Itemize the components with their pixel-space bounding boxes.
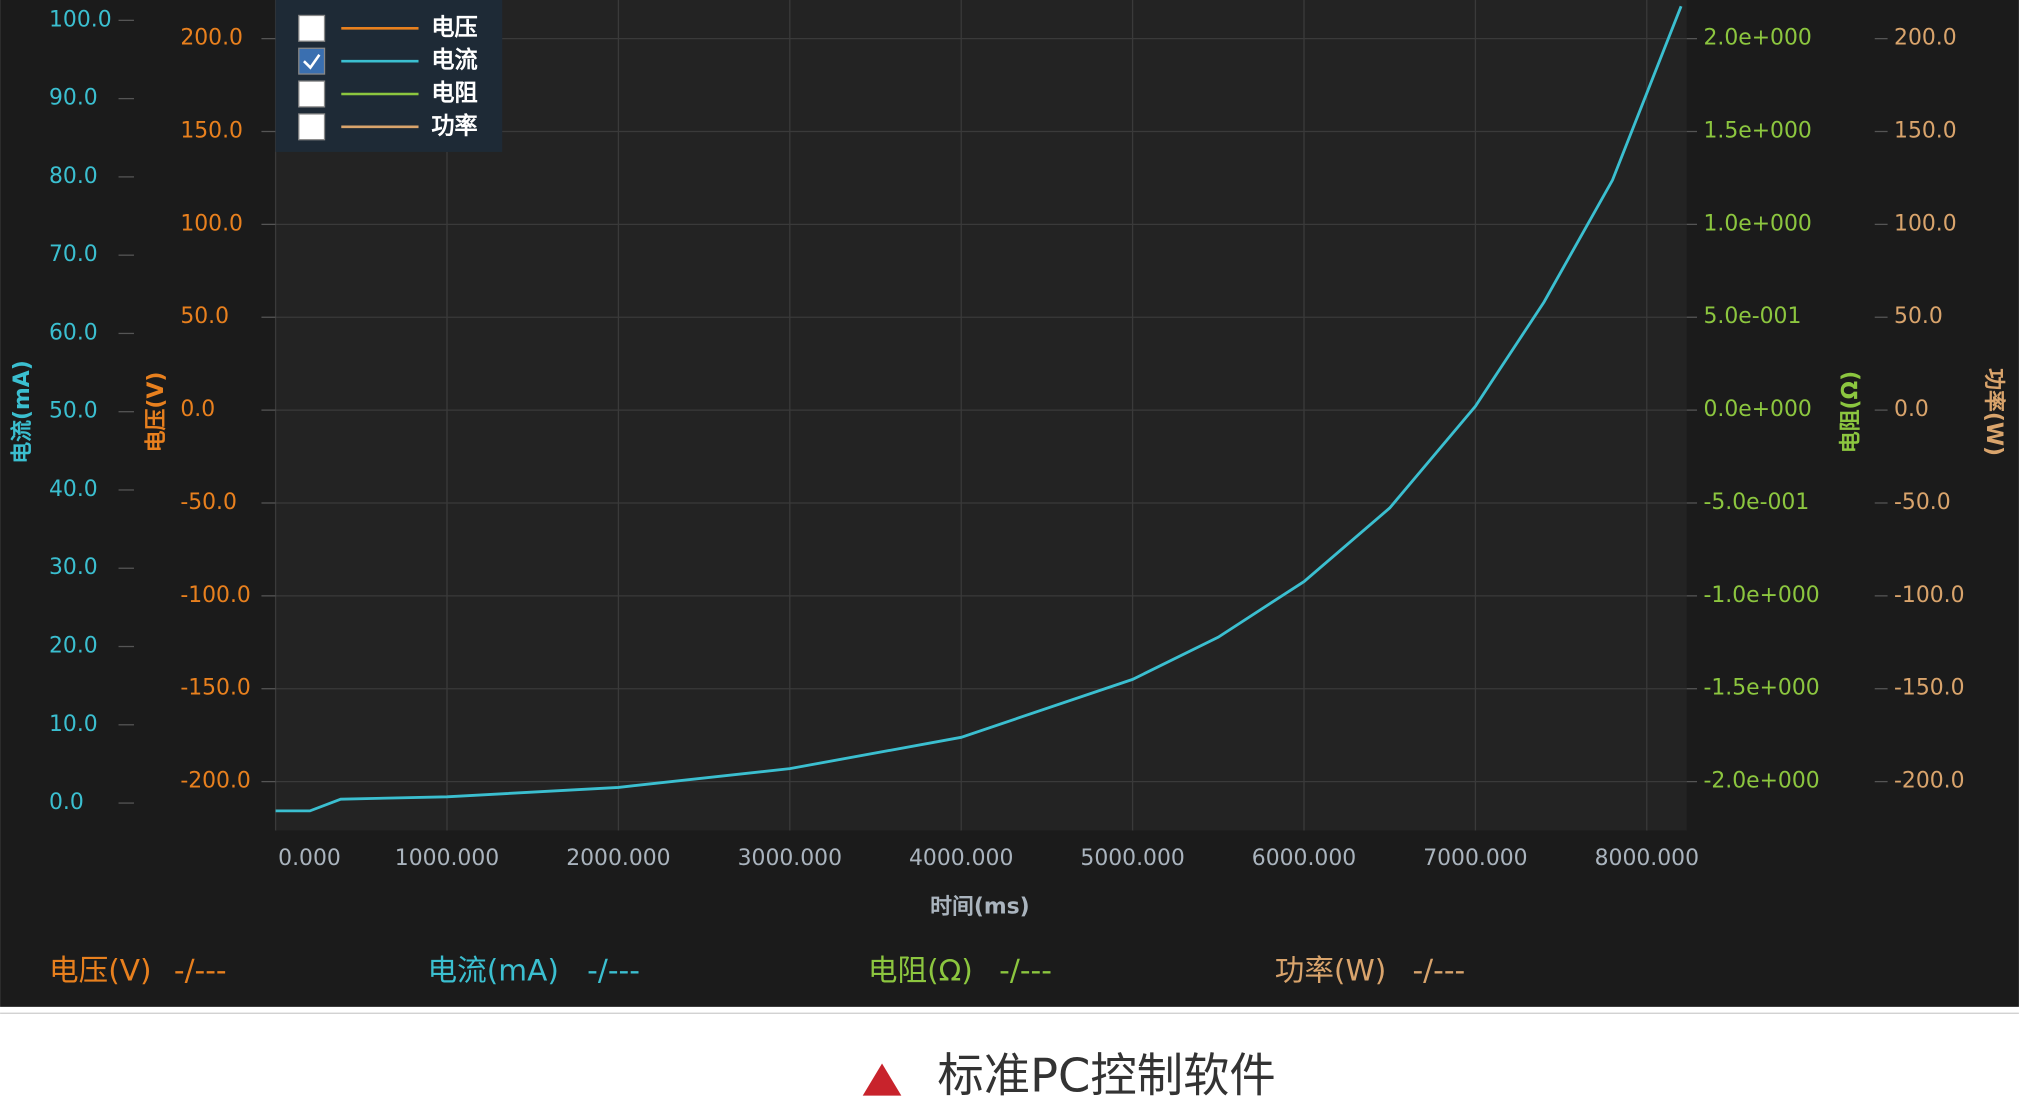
x-tick-label: 2000.000 — [566, 846, 670, 871]
x-tick-label: 8000.000 — [1595, 846, 1699, 871]
y-tick-label: 5.0e-001 — [1703, 304, 1801, 329]
y-tick-label: 150.0 — [1894, 119, 1957, 144]
legend-checkbox[interactable] — [298, 113, 326, 141]
y-axis-title: 电压(V) — [144, 372, 169, 453]
readout-label: 电阻(Ω) — [868, 954, 973, 988]
plot-area — [275, 0, 1687, 831]
y-tick-label: 1.5e+000 — [1703, 119, 1811, 144]
y-tick-label: -100.0 — [180, 583, 251, 608]
y-tick-label: -100.0 — [1894, 583, 1965, 608]
legend-checkbox[interactable] — [298, 47, 326, 75]
y-tick-label: 90.0 — [49, 86, 98, 111]
y-tick-label: -1.0e+000 — [1703, 583, 1819, 608]
y-axis-title: 电阻(Ω) — [1839, 371, 1864, 453]
y-tick-label: -200.0 — [1894, 769, 1965, 794]
y-tick-label: 0.0e+000 — [1703, 397, 1811, 422]
y-tick-label: 150.0 — [180, 119, 243, 144]
readout-value: -/--- — [1412, 954, 1465, 988]
readout-label: 电压(V) — [49, 954, 152, 988]
x-tick-label: 3000.000 — [738, 846, 842, 871]
y-tick-label: 30.0 — [49, 555, 98, 580]
y-tick-label: 40.0 — [49, 477, 98, 502]
readout-value: -/--- — [587, 954, 640, 988]
y-tick-label: 200.0 — [1894, 26, 1957, 51]
x-tick-label: 0.000 — [278, 846, 341, 871]
y-axis-title: 电流(mA) — [9, 360, 35, 463]
legend-label: 电压 — [431, 14, 477, 41]
y-tick-label: 50.0 — [180, 304, 229, 329]
y-tick-label: -150.0 — [180, 676, 251, 701]
y-tick-label: -50.0 — [1894, 490, 1951, 515]
readout-label: 功率(W) — [1275, 954, 1387, 988]
legend-checkbox[interactable] — [298, 14, 326, 42]
plot — [274, 0, 1687, 831]
x-tick-label: 4000.000 — [909, 846, 1013, 871]
caption: 标准PC控制软件 — [937, 1048, 1275, 1102]
y-tick-label: -5.0e-001 — [1703, 490, 1809, 515]
y-tick-label: -200.0 — [180, 769, 251, 794]
y-tick-label: -150.0 — [1894, 676, 1965, 701]
y-tick-label: 50.0 — [1894, 304, 1943, 329]
readout-label: 电流(mA) — [428, 954, 559, 988]
legend-label: 功率 — [431, 112, 477, 139]
y-tick-label: 50.0 — [49, 399, 98, 424]
x-tick-label: 5000.000 — [1080, 846, 1184, 871]
y-tick-label: -50.0 — [180, 490, 237, 515]
y-tick-label: 100.0 — [49, 7, 112, 32]
y-tick-label: 2.0e+000 — [1703, 26, 1811, 51]
y-tick-label: 1.0e+000 — [1703, 211, 1811, 236]
y-tick-label: 200.0 — [180, 26, 243, 51]
y-tick-label: 0.0 — [180, 397, 215, 422]
y-tick-label: 0.0 — [49, 790, 84, 815]
check-mark — [303, 53, 321, 70]
x-tick-label: 1000.000 — [395, 846, 499, 871]
y-tick-label: 70.0 — [49, 242, 98, 267]
x-tick-label: 7000.000 — [1423, 846, 1527, 871]
y-tick-label: 10.0 — [49, 712, 98, 737]
y-tick-label: 100.0 — [1894, 211, 1957, 236]
y-axis-title: 功率(W) — [1981, 368, 2007, 456]
y-tick-label: 20.0 — [49, 634, 98, 659]
caption-icon — [862, 1063, 902, 1096]
legend-label: 电阻 — [431, 79, 477, 106]
data-line — [275, 5, 1683, 813]
y-tick-label: -2.0e+000 — [1703, 769, 1819, 794]
legend-checkbox[interactable] — [298, 80, 326, 108]
x-axis-title: 时间(ms) — [930, 895, 1030, 920]
y-tick-label: 80.0 — [49, 164, 98, 189]
legend-label: 电流 — [431, 47, 477, 74]
readout-value: -/--- — [999, 954, 1052, 988]
x-tick-label: 6000.000 — [1252, 846, 1356, 871]
readout-value: -/--- — [174, 954, 227, 988]
y-tick-label: -1.5e+000 — [1703, 676, 1819, 701]
y-tick-label: 60.0 — [49, 320, 98, 345]
y-tick-label: 0.0 — [1894, 397, 1929, 422]
y-tick-label: 100.0 — [180, 211, 243, 236]
